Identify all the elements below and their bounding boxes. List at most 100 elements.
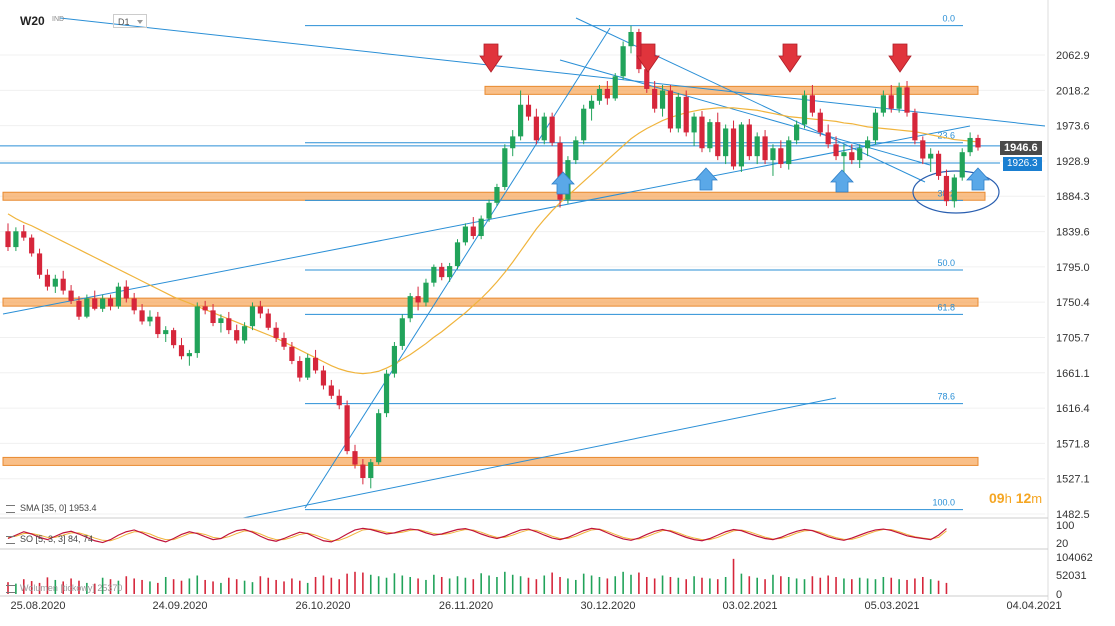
candle-body bbox=[746, 124, 752, 157]
candle-body bbox=[249, 306, 256, 327]
candle-body bbox=[943, 175, 950, 202]
candle-body bbox=[533, 116, 539, 141]
date-tick-label: 30.12.2020 bbox=[580, 600, 635, 612]
candle-body bbox=[139, 310, 145, 322]
so-k-line bbox=[7, 527, 947, 544]
candle-body bbox=[5, 231, 11, 248]
support-zone bbox=[2, 456, 979, 466]
candle-body bbox=[399, 318, 405, 346]
arrow-up-icon bbox=[551, 171, 575, 195]
price-tick-label: 1750.4 bbox=[1056, 297, 1090, 309]
so-legend[interactable]: SO [5, 3, 3] 84, 74 bbox=[6, 534, 93, 544]
candle-body bbox=[762, 136, 768, 161]
candle-body bbox=[439, 266, 445, 278]
candle-body bbox=[241, 326, 248, 341]
arrow-up-icon bbox=[966, 167, 990, 191]
candle-countdown: 09h 12m bbox=[989, 490, 1043, 506]
candle-body bbox=[699, 116, 705, 149]
candle-body bbox=[857, 148, 863, 161]
date-axis: 25.08.2020 24.09.2020 26.10.2020 26.11.2020… bbox=[10, 600, 1061, 612]
support-zone bbox=[484, 85, 979, 95]
volume-legend[interactable]: Wolumen [tickowy] 25370 bbox=[6, 583, 122, 593]
candle-body bbox=[383, 373, 390, 414]
trend-line bbox=[2, 125, 971, 315]
sma-polyline bbox=[7, 107, 979, 375]
candle-body bbox=[234, 330, 240, 341]
candle-body bbox=[778, 148, 784, 165]
date-tick-label: 26.11.2020 bbox=[439, 600, 493, 612]
candle-body bbox=[541, 116, 547, 141]
volume-tick-label: 104062 bbox=[1056, 552, 1093, 564]
candle-body bbox=[675, 96, 681, 129]
fib-label: 0.0 bbox=[942, 14, 955, 24]
candle-body bbox=[186, 353, 192, 357]
price-tick-label: 1482.5 bbox=[1056, 509, 1090, 521]
candle-body bbox=[573, 140, 579, 161]
price-tick-label: 1661.1 bbox=[1056, 368, 1090, 380]
date-tick-label: 03.02.2021 bbox=[722, 600, 777, 612]
candle-body bbox=[912, 112, 918, 141]
candle-body bbox=[60, 278, 66, 291]
level-price-tag: 1926.3 bbox=[1003, 157, 1042, 171]
candle-body bbox=[226, 318, 232, 331]
candle-body bbox=[257, 306, 263, 314]
candle-body bbox=[454, 242, 461, 267]
support-zone bbox=[2, 297, 979, 307]
candle-body bbox=[525, 104, 532, 117]
candle-body bbox=[581, 108, 587, 141]
volume-tick-label: 0 bbox=[1056, 589, 1062, 601]
timeframe-select[interactable]: D1 bbox=[113, 14, 147, 28]
price-tick-label: 2018.2 bbox=[1056, 85, 1090, 97]
candle-body bbox=[652, 88, 658, 109]
candle-body bbox=[518, 104, 524, 137]
candle-body bbox=[100, 298, 106, 309]
candle-body bbox=[447, 266, 453, 278]
candle-body bbox=[754, 136, 760, 157]
indicator-icon bbox=[6, 584, 15, 593]
arrow-down-icon bbox=[636, 43, 660, 73]
candle-body bbox=[557, 142, 563, 200]
candle-body bbox=[636, 31, 642, 70]
arrow-up-icon bbox=[830, 169, 854, 193]
indicator-icon bbox=[6, 504, 15, 513]
candle-body bbox=[344, 405, 350, 452]
sma-legend[interactable]: SMA [35, 0] 1953.4 bbox=[6, 503, 97, 513]
candle-body bbox=[864, 140, 871, 149]
trend-line bbox=[242, 397, 837, 519]
fib-label: 61.8 bbox=[937, 302, 955, 312]
price-tick-label: 2062.9 bbox=[1056, 50, 1090, 62]
candle-body bbox=[707, 122, 713, 149]
candle-body bbox=[730, 128, 737, 167]
candle-body bbox=[76, 300, 82, 317]
candle-body bbox=[431, 266, 437, 283]
arrow-down-icon bbox=[479, 43, 503, 73]
last-price-tag: 1946.6 bbox=[1000, 141, 1042, 155]
candle-body bbox=[297, 360, 303, 378]
indicator-icon bbox=[6, 535, 15, 544]
candle-body bbox=[52, 278, 58, 287]
candle-body bbox=[281, 338, 287, 347]
candle-body bbox=[328, 385, 334, 396]
arrow-down-icon bbox=[888, 43, 912, 73]
candle-body bbox=[115, 286, 122, 307]
candle-body bbox=[928, 153, 934, 159]
candle-body bbox=[502, 148, 508, 187]
candle-body bbox=[975, 137, 981, 148]
price-tick-label: 1705.7 bbox=[1056, 332, 1090, 344]
candle-body bbox=[36, 253, 43, 275]
candle-body bbox=[738, 124, 745, 167]
candle-body bbox=[305, 357, 311, 378]
price-tick-label: 1527.1 bbox=[1056, 474, 1090, 486]
candle-body bbox=[794, 124, 800, 141]
candle-body bbox=[21, 231, 27, 238]
fib-label: 78.6 bbox=[937, 392, 955, 402]
candle-body bbox=[470, 226, 476, 237]
timeframe-value: D1 bbox=[118, 17, 130, 27]
arrow-up-icon bbox=[694, 167, 718, 191]
highlight-ellipse bbox=[912, 170, 1000, 214]
candle-body bbox=[959, 152, 965, 178]
support-zone bbox=[2, 191, 986, 201]
price-tick-label: 1839.6 bbox=[1056, 227, 1090, 239]
candle-body bbox=[107, 298, 114, 307]
